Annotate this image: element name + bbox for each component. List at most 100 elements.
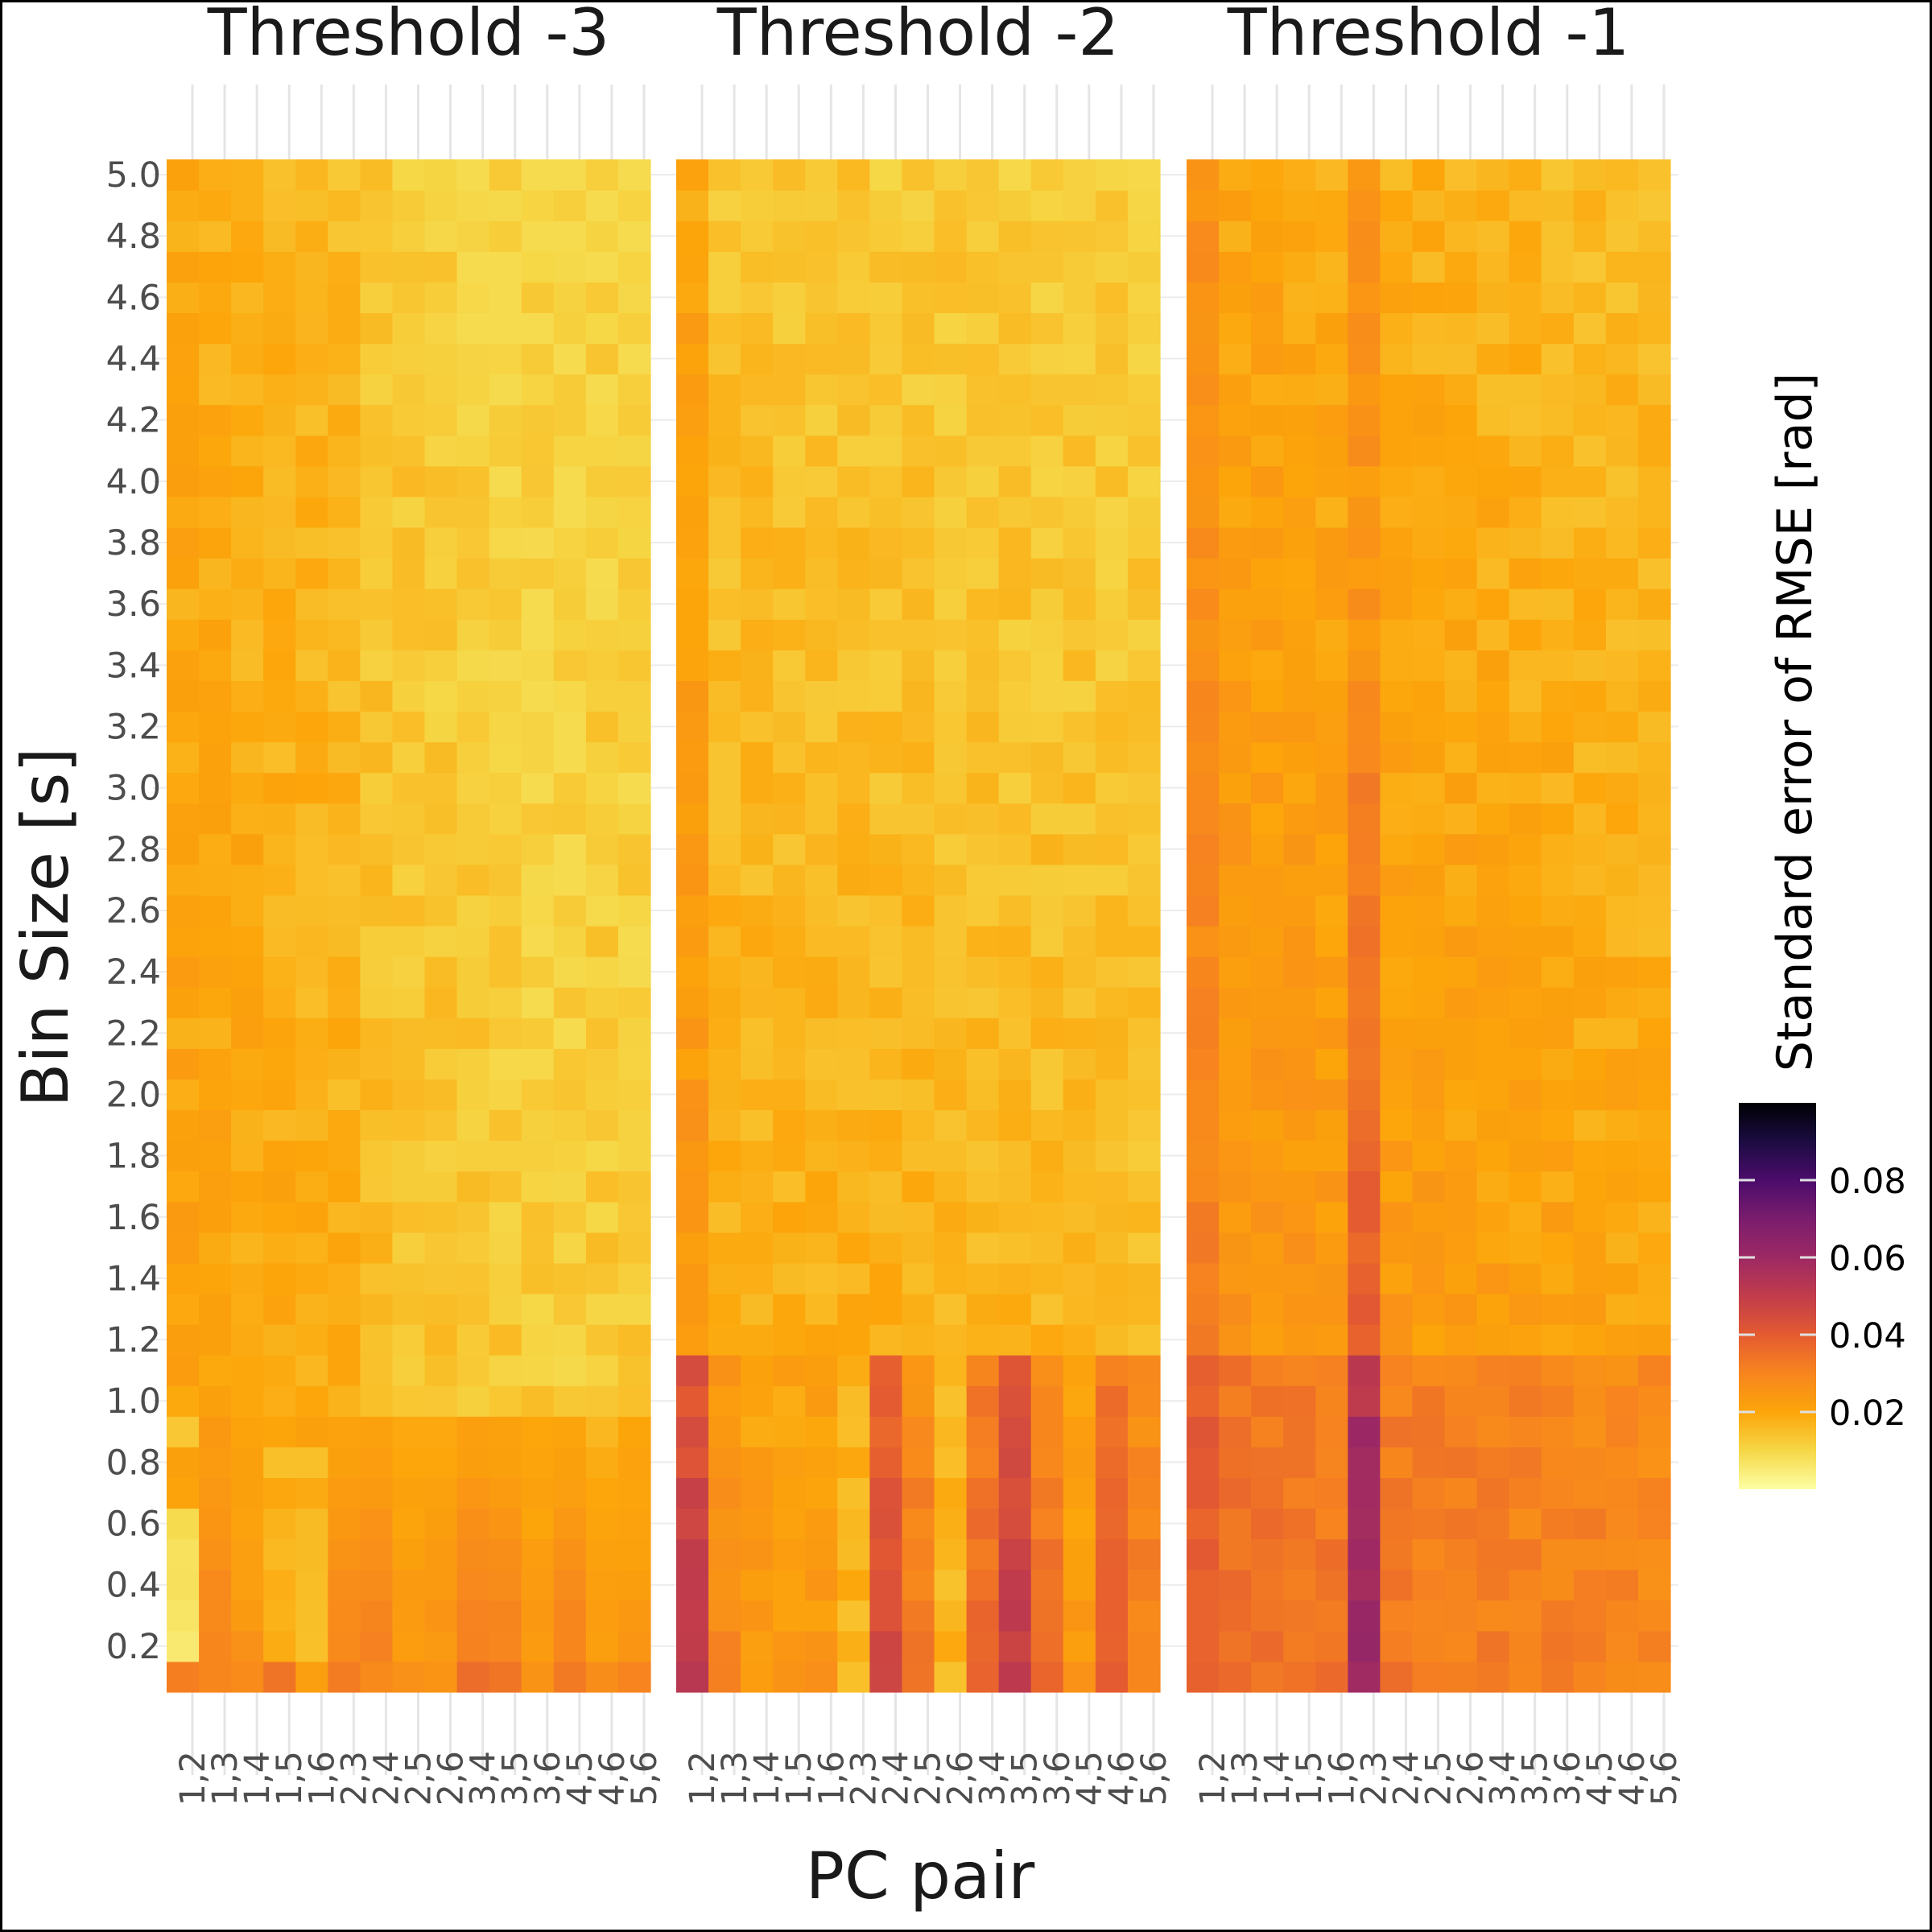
heatmap-cell [1573,1170,1607,1203]
heatmap-cell [1509,1048,1542,1080]
heatmap-cell [1030,1630,1064,1662]
heatmap-cell [1541,833,1575,865]
heatmap-cell [553,251,587,283]
heatmap-cell [966,1232,1000,1264]
heatmap-cell [295,526,328,559]
heatmap-cell [360,1232,394,1264]
heatmap-cell [773,1140,806,1172]
heatmap-cell [1605,1416,1639,1447]
heatmap-cell [1030,1079,1064,1111]
heatmap-cell [456,926,490,957]
heatmap-cell [553,1630,587,1662]
heatmap-cell [773,711,806,743]
heatmap-cell [1380,435,1414,467]
heatmap-cell [1095,404,1129,436]
heatmap-cell [773,435,806,467]
heatmap-cell [1251,1538,1284,1571]
heatmap-cell [167,926,200,957]
heatmap-cell [521,1508,555,1540]
heatmap-cell [676,864,709,896]
heatmap-cell [741,1447,774,1479]
heatmap-cell [1315,588,1348,620]
heatmap-cell [1030,680,1064,712]
heatmap-cell [1637,1477,1671,1509]
heatmap-cell [1348,1262,1381,1294]
heatmap-cell [902,987,935,1018]
x-tick-label: 4,5 [560,1751,601,1806]
heatmap-cell [869,159,903,191]
heatmap-cell [1637,558,1671,589]
heatmap-cell [489,465,522,497]
heatmap-cell [1412,404,1446,436]
heatmap-cell [1509,741,1542,774]
heatmap-cell [167,1201,200,1233]
heatmap-cell [617,1201,651,1233]
heatmap-cell [328,1079,361,1111]
heatmap-cell [1348,956,1381,988]
heatmap-cell [1412,526,1446,559]
heatmap-cell [1030,894,1064,927]
heatmap-cell [837,1447,870,1479]
heatmap-cell [1030,1477,1064,1509]
heatmap-cell [998,526,1032,559]
heatmap-cell [708,374,741,406]
y-tick-label: 1.0 [106,1381,161,1422]
heatmap-cell [1380,1140,1414,1172]
heatmap-cell [199,558,232,589]
heatmap-cell [934,987,968,1018]
heatmap-cell [966,956,1000,988]
heatmap-cell [328,1293,361,1325]
heatmap-cell [424,558,458,589]
heatmap-cell [1219,221,1252,252]
heatmap-cell [966,1140,1000,1172]
heatmap-cell [966,312,1000,345]
heatmap-cell [1637,404,1671,436]
heatmap-cell [1348,190,1381,221]
heatmap-cell [1541,343,1575,375]
heatmap-cell [360,404,394,436]
heatmap-cell [392,1293,426,1325]
heatmap-cell [1380,1416,1414,1447]
heatmap-cell [869,251,903,283]
heatmap-cell [966,251,1000,283]
heatmap-cell [1283,1079,1316,1111]
heatmap-cell [424,1508,458,1540]
heatmap-cell [424,1293,458,1325]
heatmap-cell [708,1508,741,1540]
heatmap-cell [521,803,555,835]
heatmap-cell [1127,1538,1161,1571]
heatmap-cell [869,680,903,712]
heatmap-cell [1444,1170,1478,1203]
heatmap-cell [456,159,490,191]
heatmap-cell [1315,1324,1348,1356]
heatmap-cell [902,1661,935,1693]
heatmap-cell [1348,1538,1381,1571]
heatmap-cell [1315,190,1348,221]
heatmap-cell [1412,1538,1446,1571]
heatmap-cell [1412,894,1446,927]
heatmap-cell [360,1569,394,1601]
heatmap-cell [456,1170,490,1203]
heatmap-cell [199,1018,232,1049]
heatmap-cell [1637,1355,1671,1386]
heatmap-cell [295,680,328,712]
heatmap-cell [456,496,490,528]
heatmap-cell [1476,956,1510,988]
heatmap-cell [1251,312,1284,345]
heatmap-cell [1219,1661,1252,1693]
heatmap-cell [1127,803,1161,835]
heatmap-cell [231,803,264,835]
heatmap-cell [869,1630,903,1662]
heatmap-cell [805,221,838,252]
heatmap-cell [1095,1170,1129,1203]
y-tick-label: 2.4 [106,952,161,993]
heatmap-cell [1219,558,1252,589]
heatmap-cell [585,1201,619,1233]
heatmap-cell [869,221,903,252]
heatmap-cell [1444,1232,1478,1264]
heatmap-cell [837,588,870,620]
heatmap-cell [966,1201,1000,1233]
heatmap-cell [553,1569,587,1601]
heatmap-cell [773,282,806,313]
heatmap-cell [199,526,232,559]
